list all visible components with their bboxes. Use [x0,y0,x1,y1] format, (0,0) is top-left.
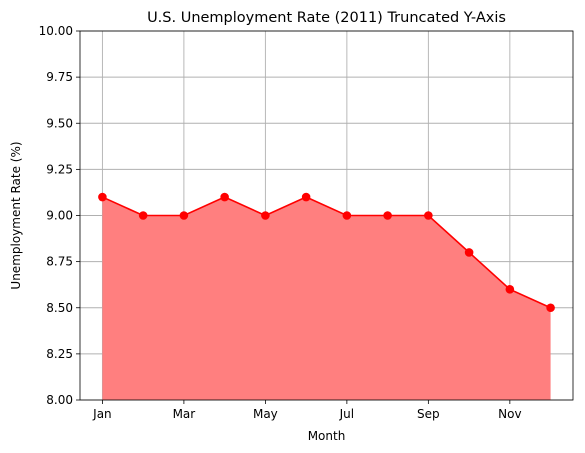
data-point [342,211,352,220]
data-point [98,192,107,202]
y-tick-label: 9.00 [46,209,73,223]
x-axis-label: Month [308,429,346,443]
y-tick-label: 9.75 [46,70,73,84]
data-point [179,211,189,220]
chart-title: U.S. Unemployment Rate (2011) Truncated … [147,10,506,26]
x-tick-label: Sep [417,407,440,421]
y-axis-ticks: 8.00 8.25 8.50 8.75 9.00 9.25 9.50 9.75 10.00 [39,24,80,407]
y-tick-label: 9.25 [46,162,73,176]
x-tick-label: Jul [339,407,354,421]
data-point [220,192,229,202]
series-line [102,196,551,309]
y-tick-label: 8.50 [46,301,73,315]
line-layer [102,196,551,309]
x-tick-label: Mar [173,407,196,421]
y-tick-label: 8.00 [46,393,73,407]
y-tick-label: 10.00 [39,24,73,38]
x-tick-label: May [253,407,278,421]
data-point [261,211,270,220]
data-point [301,192,311,202]
area-fill [102,197,551,400]
data-point [505,285,515,294]
y-tick-label: 8.75 [46,255,73,269]
data-point [424,211,433,220]
data-point [383,211,392,220]
x-tick-label: Jan [92,407,112,421]
area-layer [102,197,551,400]
x-tick-label: Nov [498,407,521,421]
points-layer [98,192,555,313]
y-axis-label: Unemployment Rate (%) [9,141,23,289]
data-point [138,211,148,220]
y-tick-label: 9.50 [46,116,73,130]
x-axis-ticks: Jan Mar May Jul Sep Nov [92,400,522,421]
y-tick-label: 8.25 [46,347,73,361]
data-point [546,303,555,313]
data-point [464,248,474,257]
